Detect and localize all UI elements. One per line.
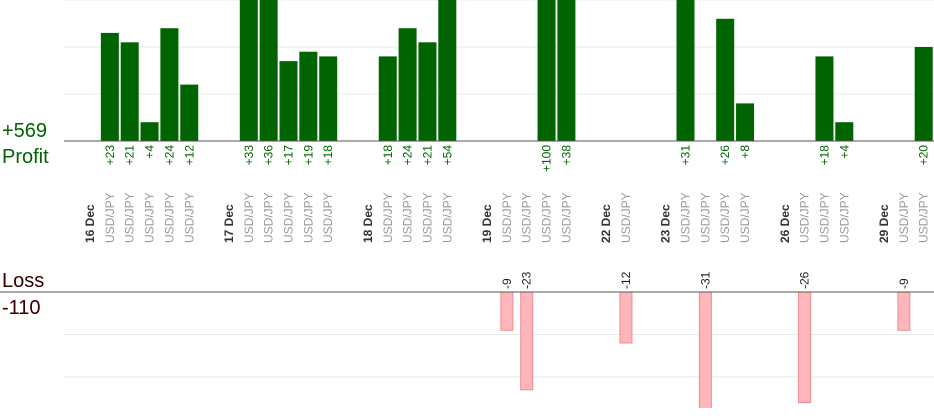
value-label: +4 — [143, 145, 157, 159]
profit-bar — [914, 47, 933, 141]
value-label: +19 — [301, 145, 315, 166]
symbol-label: USD/JPY — [500, 192, 514, 243]
profit-label: Profit — [2, 146, 49, 168]
loss-bar — [500, 292, 514, 331]
profit-bar — [815, 56, 834, 141]
date-label: 26 Dec — [778, 204, 792, 243]
value-label: -9 — [500, 278, 514, 289]
symbol-label: USD/JPY — [162, 192, 176, 243]
profit-bar — [835, 122, 854, 141]
symbol-label: USD/JPY — [301, 192, 315, 243]
value-label: +24 — [401, 145, 415, 166]
value-label: +31 — [679, 145, 693, 166]
value-label: -23 — [520, 271, 534, 289]
loss-total: -110 — [2, 297, 41, 319]
profit-bar — [676, 0, 695, 141]
symbol-label: USD/JPY — [679, 192, 693, 243]
symbol-label: USD/JPY — [619, 192, 633, 243]
value-label: +17 — [282, 145, 296, 166]
value-label: -31 — [698, 271, 712, 289]
date-label: 17 Dec — [222, 204, 236, 243]
symbol-label: USD/JPY — [440, 192, 454, 243]
date-label: 29 Dec — [877, 204, 891, 243]
symbol-label: USD/JPY — [698, 192, 712, 243]
profit-bar — [716, 18, 735, 141]
value-label: +18 — [381, 145, 395, 166]
symbol-label: USD/JPY — [540, 192, 554, 243]
date-label: 19 Dec — [480, 204, 494, 243]
symbol-label: USD/JPY — [917, 192, 931, 243]
symbol-label: USD/JPY — [798, 192, 812, 243]
value-label: -9 — [897, 278, 911, 289]
profit-bar — [438, 0, 457, 141]
profit-bar — [160, 28, 179, 141]
loss-bar — [520, 292, 534, 391]
profit-bar — [319, 56, 338, 141]
profit-bar — [180, 84, 199, 141]
symbol-label: USD/JPY — [718, 192, 732, 243]
value-label: -12 — [619, 271, 633, 289]
profit-bar — [537, 0, 556, 141]
profit-bar — [120, 42, 139, 141]
profit-bar — [736, 103, 755, 141]
profit-bar — [299, 51, 318, 141]
date-label: 22 Dec — [599, 204, 613, 243]
symbol-label: USD/JPY — [321, 192, 335, 243]
profit-bar — [279, 61, 298, 141]
symbol-label: USD/JPY — [143, 192, 157, 243]
symbol-label: USD/JPY — [559, 192, 573, 243]
profit-bar — [239, 0, 258, 141]
value-label: +33 — [242, 145, 256, 166]
loss-bar — [897, 292, 911, 331]
symbol-label: USD/JPY — [182, 192, 196, 243]
profit-total: +569 — [2, 120, 47, 142]
profit-bars — [100, 0, 933, 141]
symbol-label: USD/JPY — [282, 192, 296, 243]
profit-bar — [100, 32, 119, 141]
value-label: +18 — [321, 145, 335, 166]
value-label: +36 — [262, 145, 276, 166]
value-label: +26 — [718, 145, 732, 166]
profit-bar — [418, 42, 437, 141]
symbol-label: USD/JPY — [738, 192, 752, 243]
symbol-label: USD/JPY — [401, 192, 415, 243]
symbol-label: USD/JPY — [897, 192, 911, 243]
symbol-label: USD/JPY — [837, 192, 851, 243]
profit-bar — [259, 0, 278, 141]
value-label: -26 — [798, 271, 812, 289]
date-label: 16 Dec — [83, 204, 97, 243]
loss-bar — [798, 292, 812, 403]
symbol-label: USD/JPY — [262, 192, 276, 243]
loss-bars — [500, 292, 911, 408]
value-label: +38 — [559, 145, 573, 166]
value-label: +21 — [123, 145, 137, 166]
profit-bar — [398, 28, 417, 141]
value-label: +54 — [440, 145, 454, 166]
value-label: +18 — [817, 145, 831, 166]
value-label: +8 — [738, 145, 752, 159]
value-label: +20 — [917, 145, 931, 166]
symbol-label: USD/JPY — [420, 192, 434, 243]
value-label: +4 — [837, 145, 851, 159]
loss-label: Loss — [2, 270, 44, 292]
value-label: +12 — [182, 145, 196, 166]
loss-bar — [619, 292, 633, 344]
loss-bar — [698, 292, 712, 408]
symbol-label: USD/JPY — [817, 192, 831, 243]
symbol-label: USD/JPY — [103, 192, 117, 243]
symbol-label: USD/JPY — [381, 192, 395, 243]
symbol-label: USD/JPY — [123, 192, 137, 243]
profit-bar — [378, 56, 397, 141]
symbol-label: USD/JPY — [520, 192, 534, 243]
profit-bar — [140, 122, 159, 141]
date-label: 18 Dec — [361, 204, 375, 243]
symbol-label: USD/JPY — [242, 192, 256, 243]
value-label: +21 — [420, 145, 434, 166]
value-label: +24 — [162, 145, 176, 166]
value-label: +23 — [103, 145, 117, 166]
profit-bar — [557, 0, 576, 141]
date-label: 23 Dec — [659, 204, 673, 243]
value-label: +100 — [540, 145, 554, 172]
